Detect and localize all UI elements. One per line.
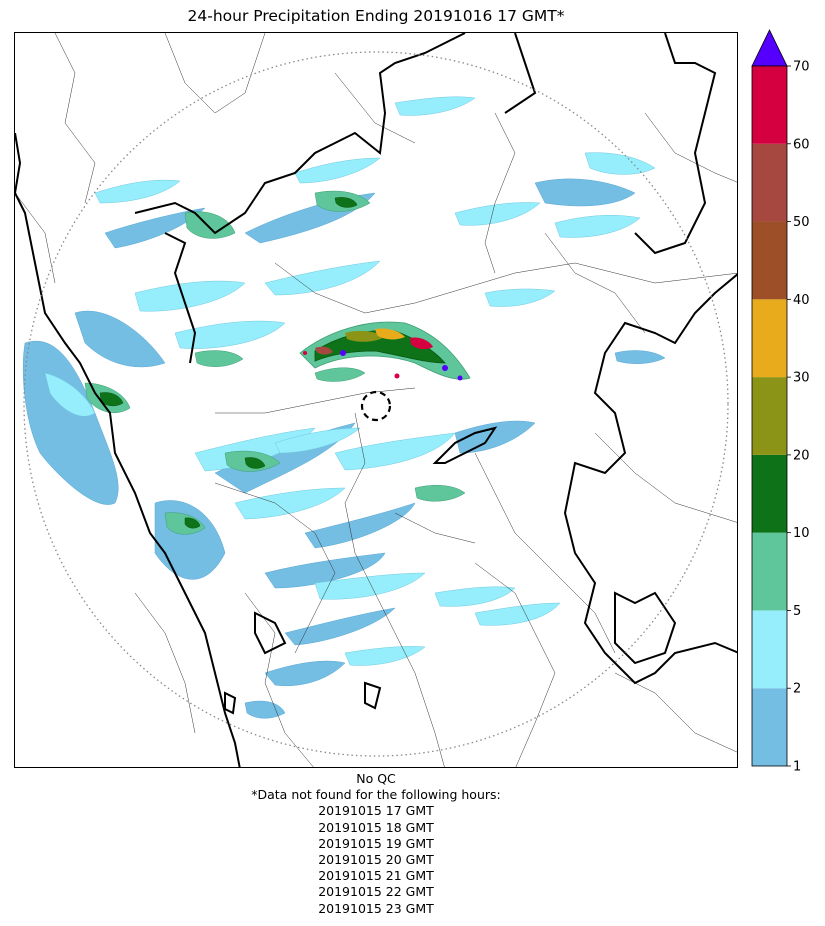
- colorbar-frame: [751, 65, 788, 767]
- convective-band: [299, 321, 471, 381]
- missing-hour: 20191015 20 GMT: [318, 852, 434, 868]
- colorbar-tick-label: 2: [793, 682, 801, 697]
- colorbar-overflow-triangle: [751, 29, 788, 67]
- precip-10-20: [99, 197, 358, 529]
- missing-hour: 20191015 17 GMT: [318, 803, 434, 819]
- missing-data-header: *Data not found for the following hours:: [251, 787, 501, 803]
- colorbar-tick-label: 20: [793, 448, 810, 463]
- colorbar-band: [752, 532, 787, 611]
- colorbar-band: [752, 221, 787, 300]
- colorbar-tick-label: 40: [793, 293, 810, 308]
- precip-2-5: [44, 96, 656, 666]
- missing-hour: 20191015 19 GMT: [318, 835, 434, 851]
- colorbar-band: [752, 688, 787, 766]
- map-canvas: [15, 33, 737, 767]
- colorbar-tick-label: 10: [793, 526, 810, 541]
- colorbar: 1 2 5 10 20 30 40 50 60 70: [751, 28, 822, 775]
- missing-hour: 20191015 23 GMT: [318, 900, 434, 916]
- colorbar-tick-label: 70: [793, 60, 810, 75]
- precip-1-2: [22, 178, 666, 719]
- colorbar-band: [752, 377, 787, 455]
- footer-notes: No QC *Data not found for the following …: [14, 771, 738, 917]
- colorbar-tick-label: 60: [793, 137, 810, 152]
- colorbar-band: [752, 143, 787, 222]
- colorbar-band: [752, 299, 787, 378]
- district-boundaries: [15, 33, 737, 767]
- colorbar-tick-label: 5: [793, 604, 801, 619]
- colorbar-tick-label: 30: [793, 371, 810, 386]
- radar-site-marker: [360, 390, 392, 422]
- missing-hour: 20191015 22 GMT: [318, 884, 434, 900]
- colorbar-band: [752, 454, 787, 533]
- colorbar-band: [752, 610, 787, 689]
- qc-note: No QC: [356, 771, 396, 786]
- colorbar-svg: 1 2 5 10 20 30 40 50 60 70: [751, 29, 810, 775]
- map-title: 24-hour Precipitation Ending 20191016 17…: [187, 7, 565, 25]
- colorbar-band: [752, 66, 787, 144]
- colorbar-tick-label: 50: [793, 215, 810, 230]
- missing-hour: 20191015 18 GMT: [318, 819, 434, 835]
- missing-hour: 20191015 21 GMT: [318, 868, 434, 884]
- state-boundaries: [15, 33, 737, 767]
- radar-range-ring: [23, 51, 729, 757]
- radar-map: [14, 32, 738, 768]
- colorbar-tick-label: 1: [793, 760, 801, 775]
